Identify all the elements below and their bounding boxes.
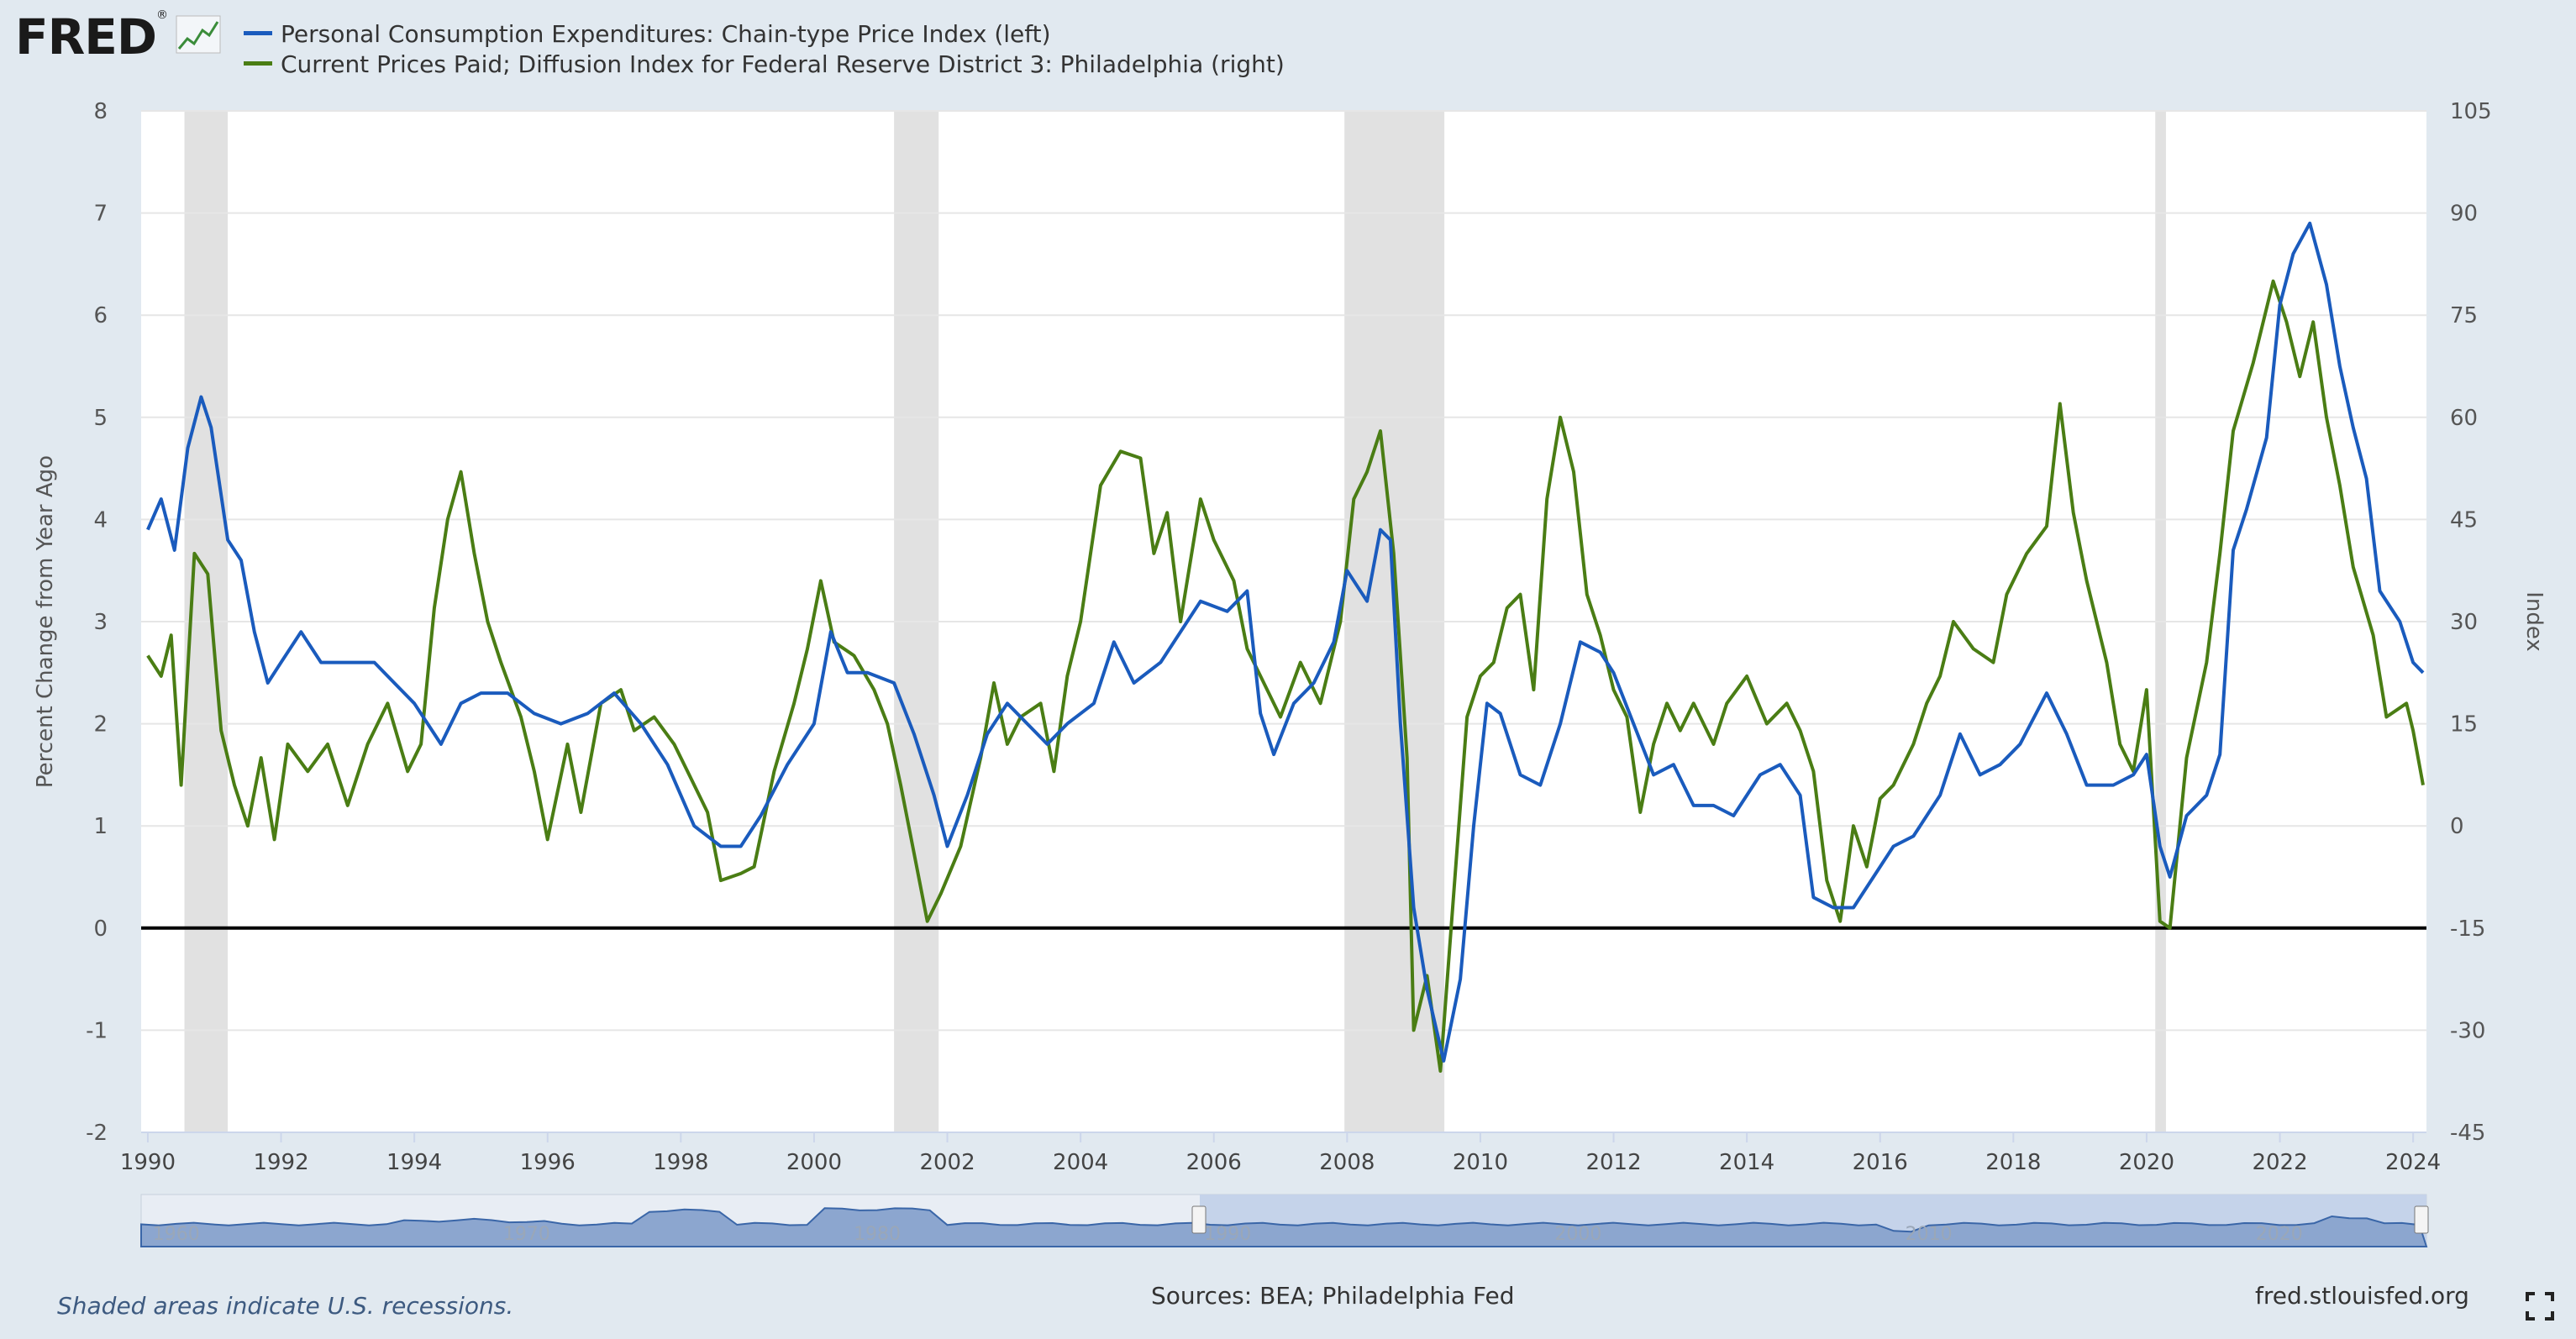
- y-tick-label-left: 5: [93, 406, 108, 431]
- x-tick-label: 2008: [1319, 1150, 1375, 1175]
- x-tick-label: 2010: [1453, 1150, 1508, 1175]
- ylabel-right: Index: [2521, 591, 2547, 652]
- y-tick-label-right: 30: [2450, 610, 2478, 635]
- x-tick-label: 1994: [386, 1150, 442, 1175]
- series-lines: [146, 221, 2425, 1073]
- navigator-tick-label: 1970: [503, 1224, 550, 1245]
- x-tick-label: 1992: [253, 1150, 308, 1175]
- legend-label-prices-paid: Current Prices Paid; Diffusion Index for…: [281, 50, 1285, 78]
- x-tick-label: 2006: [1186, 1150, 1242, 1175]
- y-tick-label-left: 4: [93, 507, 108, 533]
- y-tick-label-left: 1: [93, 814, 108, 839]
- right-axis: -45 -30 -15 0 15 30 45 60 75 90 105: [2450, 99, 2492, 1146]
- navigator-tick-label: 2000: [1554, 1224, 1601, 1245]
- fullscreen-icon[interactable]: [2526, 1292, 2554, 1321]
- ylabel-left: Percent Change from Year Ago: [33, 455, 58, 788]
- y-tick-label-left: 8: [93, 99, 108, 124]
- x-tick-label: 2014: [1719, 1150, 1774, 1175]
- series-line-prices-paid: [146, 279, 2425, 1073]
- y-tick-label-left: -1: [86, 1018, 108, 1043]
- fred-logo[interactable]: FRED®: [15, 8, 221, 66]
- y-tick-label-right: -15: [2450, 916, 2485, 942]
- y-tick-label-left: 7: [93, 202, 108, 227]
- y-tick-label-right: 60: [2450, 406, 2478, 431]
- y-tick-label-right: 90: [2450, 202, 2478, 227]
- navigator-tick-label: 1980: [854, 1224, 901, 1245]
- logo-registered-mark: ®: [156, 8, 169, 22]
- x-tick-label: 2000: [786, 1150, 842, 1175]
- x-tick-label: 1998: [653, 1150, 708, 1175]
- y-tick-label-left: -2: [86, 1121, 108, 1146]
- navigator-handle-right[interactable]: [2414, 1205, 2429, 1234]
- legend-item-pce[interactable]: Personal Consumption Expenditures: Chain…: [244, 20, 1051, 48]
- y-tick-label-right: 15: [2450, 712, 2478, 738]
- y-tick-label-right: 105: [2450, 99, 2492, 124]
- series-line-pce: [146, 221, 2425, 1063]
- legend-swatch-pce: [244, 30, 272, 35]
- x-tick-label: 2012: [1585, 1150, 1641, 1175]
- x-axis: 1990 1992 1994 1996 1998 2000 2002 2004 2006 2008…: [120, 1132, 2441, 1175]
- y-tick-label-left: 6: [93, 303, 108, 328]
- y-tick-label-right: 45: [2450, 507, 2478, 533]
- y-tick-label-left: 2: [93, 712, 108, 738]
- navigator-tick-label: 2020: [2256, 1224, 2303, 1245]
- x-tick-label: 2020: [2119, 1150, 2174, 1175]
- recession-note: Shaded areas indicate U.S. recessions.: [57, 1292, 514, 1320]
- range-navigator[interactable]: 1960 1970 1980 1990 2000 2010 2020: [140, 1194, 2429, 1247]
- legend-swatch-prices-paid: [244, 60, 272, 66]
- x-tick-label: 2002: [919, 1150, 975, 1175]
- logo-chart-icon: [176, 15, 221, 54]
- fred-url-link[interactable]: fred.stlouisfed.org: [2255, 1282, 2469, 1310]
- x-tick-label: 1996: [520, 1150, 576, 1175]
- x-tick-label: 2022: [2252, 1150, 2307, 1175]
- x-tick-label: 1990: [120, 1150, 176, 1175]
- sources-text: Sources: BEA; Philadelphia Fed: [1151, 1282, 1515, 1310]
- y-tick-label-left: 0: [93, 916, 108, 942]
- y-tick-label-right: 75: [2450, 303, 2478, 328]
- y-tick-label-left: 3: [93, 610, 108, 635]
- navigator-tick-label: 1960: [153, 1224, 200, 1245]
- legend-label-pce: Personal Consumption Expenditures: Chain…: [281, 20, 1051, 48]
- x-tick-label: 2024: [2385, 1150, 2441, 1175]
- left-axis: -2 -1 0 1 2 3 4 5 6 7 8: [86, 99, 108, 1146]
- x-tick-label: 2016: [1853, 1150, 1908, 1175]
- navigator-labels: 1960 1970 1980 1990 2000 2010 2020: [153, 1224, 2303, 1245]
- y-tick-label-right: 0: [2450, 814, 2464, 839]
- logo-text: FRED: [15, 8, 157, 66]
- navigator-handle-left[interactable]: [1191, 1205, 1207, 1234]
- navigator-area: [140, 1207, 2428, 1247]
- x-tick-label: 2004: [1053, 1150, 1108, 1175]
- navigator-tick-label: 1990: [1204, 1224, 1251, 1245]
- y-tick-label-right: -45: [2450, 1121, 2485, 1146]
- legend-item-prices-paid[interactable]: Current Prices Paid; Diffusion Index for…: [244, 50, 1285, 78]
- y-tick-label-right: -30: [2450, 1018, 2485, 1043]
- navigator-tick-label: 2010: [1906, 1224, 1953, 1245]
- x-tick-label: 2018: [1985, 1150, 2041, 1175]
